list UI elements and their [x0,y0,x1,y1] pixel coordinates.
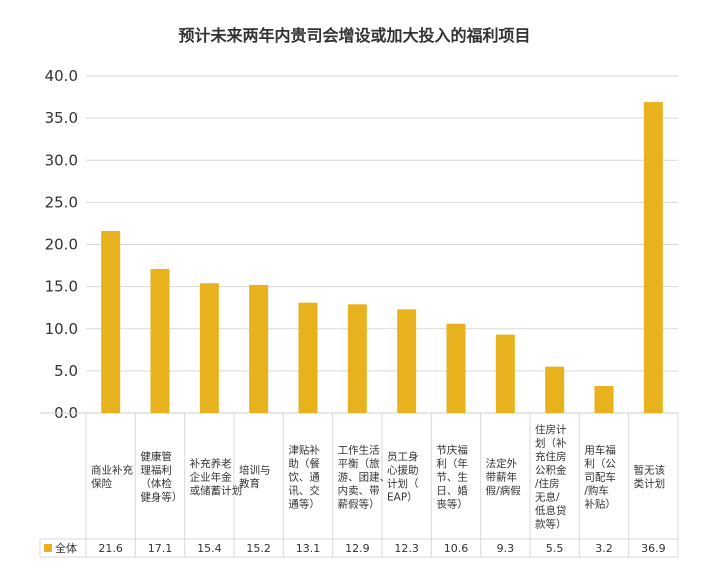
x-category-label: 员工身心援助计划（ EAP） [387,450,419,504]
data-label: 9.3 [497,542,515,555]
bar [643,102,663,414]
x-category-label-line: 公积金 [535,464,567,477]
data-label: 17.1 [148,542,173,555]
data-label: 12.3 [394,542,419,555]
x-category-label-line: /购车 [584,484,609,497]
x-category-label-line: 充住房 [535,450,567,463]
x-category-label-line: 款等） [535,518,567,531]
x-category-label: 健康管理福利（体检健身等） [140,450,182,504]
bar [397,309,417,413]
x-category-label-line: 培训与 [239,464,271,477]
bar [347,304,367,413]
data-label: 3.2 [595,542,613,555]
x-category-label-line: /住房 [535,477,560,490]
x-category-label-line: 节、生 [436,470,468,483]
y-tick-label: 40.0 [45,67,78,85]
y-tick-label: 15.0 [45,278,78,296]
x-category-label-line: 教育 [239,477,260,490]
x-category-label-line: 商业补充 [91,464,133,477]
y-tick-label: 20.0 [45,236,78,254]
x-category-label-line: 通等） [288,497,320,510]
x-category-label-line: 无息/ [535,491,560,504]
bar [249,284,269,413]
x-category-label: 商业补充保险 [91,464,133,491]
x-category-label: 补充养老企业年金或储蓄计划 [190,457,243,497]
x-category-label-line: 保险 [91,477,112,490]
data-label: 36.9 [641,542,666,555]
legend-label: 全体 [55,541,77,555]
x-category-label-line: 饮、通 [288,470,320,483]
x-category-label-line: 游、团建、 [338,470,391,483]
x-category-label-line: 用车福 [584,443,616,456]
x-category-label-line: 类计划 [634,477,666,490]
x-category-label-line: 健康管 [140,450,172,463]
x-category-label-line: 平衡（旅 [338,457,380,470]
x-category-label-line: 健身等） [140,491,182,504]
x-category-label: 节庆福利（年节、生日、婚丧等） [436,443,468,510]
data-label: 5.5 [546,542,564,555]
x-category-label-line: 法定外 [486,457,518,470]
x-category-label: 用车福利（公司配车/购车补贴） [584,443,616,510]
x-category-label-line: 企业年金 [190,470,232,483]
chart-title: 预计未来两年内贵司会增设或加大投入的福利项目 [178,26,531,45]
x-category-label-line: 薪假等） [338,497,380,510]
data-label: 15.4 [197,542,222,555]
x-category-label-line: 暂无该 [634,464,666,477]
x-category-label: 住房计划（补充住房公积金/住房无息/低息贷款等） [535,423,567,531]
x-category-label-line: 津贴补 [288,443,320,456]
x-category-label-line: 补充养老 [190,457,232,470]
y-tick-label: 35.0 [45,109,78,127]
x-category-label-line: 节庆福 [436,443,468,456]
x-category-label-line: 住房计 [535,423,567,436]
y-tick-label: 10.0 [45,320,78,338]
x-category-label-line: 补贴） [584,497,616,510]
x-category-label-line: 员工身 [387,450,419,463]
legend-swatch [44,544,52,552]
y-tick-label: 5.0 [54,362,78,380]
x-category-label-line: 利（公 [584,458,616,470]
x-category-label-line: 计划（ [387,477,419,490]
x-category-label-line: 助（餐 [288,457,320,470]
x-category-label: 法定外带薪年假/病假 [486,457,522,497]
bar [150,268,170,413]
bar [495,334,515,413]
x-category-label-line: 司配车 [584,470,616,483]
x-category-label-line: （体检 [140,477,172,490]
x-category-label-line: 理福利 [140,464,172,477]
bar [545,366,565,413]
x-category-label-line: 丧等） [436,497,468,510]
x-category-label-line: 低息贷 [535,504,567,517]
x-category-label-line: 讯、交 [288,484,320,497]
data-label: 15.2 [246,542,271,555]
y-tick-label: 25.0 [45,193,78,211]
x-category-label-line: 假/病假 [486,484,522,497]
x-category-label-line: 划（补 [535,437,567,450]
x-category-label-line: 工作生活 [338,443,380,456]
bar [446,323,466,413]
x-category-label-line: 心援助 [387,464,419,477]
x-category-label: 津贴补助（餐饮、通讯、交通等） [288,443,320,510]
x-category-label-line: 带薪年 [486,470,517,483]
x-category-label: 工作生活平衡（旅游、团建、内卖、带薪假等） [338,443,391,510]
x-category-label-line: 日、婚 [436,484,468,497]
data-label: 21.6 [98,542,123,555]
bar [101,231,121,413]
y-tick-label: 30.0 [45,151,78,169]
x-category-label: 培训与教育 [239,464,271,491]
x-category-label-line: EAP） [387,492,418,504]
data-label: 12.9 [345,542,370,555]
bar [199,283,219,413]
x-category-label-line: 内卖、带 [338,484,380,497]
x-category-label-line: 利（年 [436,457,468,470]
bar [594,386,614,413]
bar [298,302,318,413]
x-category-label-line: 或储蓄计划 [190,484,243,497]
data-label: 10.6 [444,542,469,555]
data-label: 13.1 [296,542,321,555]
x-category-label: 暂无该类计划 [634,464,666,491]
